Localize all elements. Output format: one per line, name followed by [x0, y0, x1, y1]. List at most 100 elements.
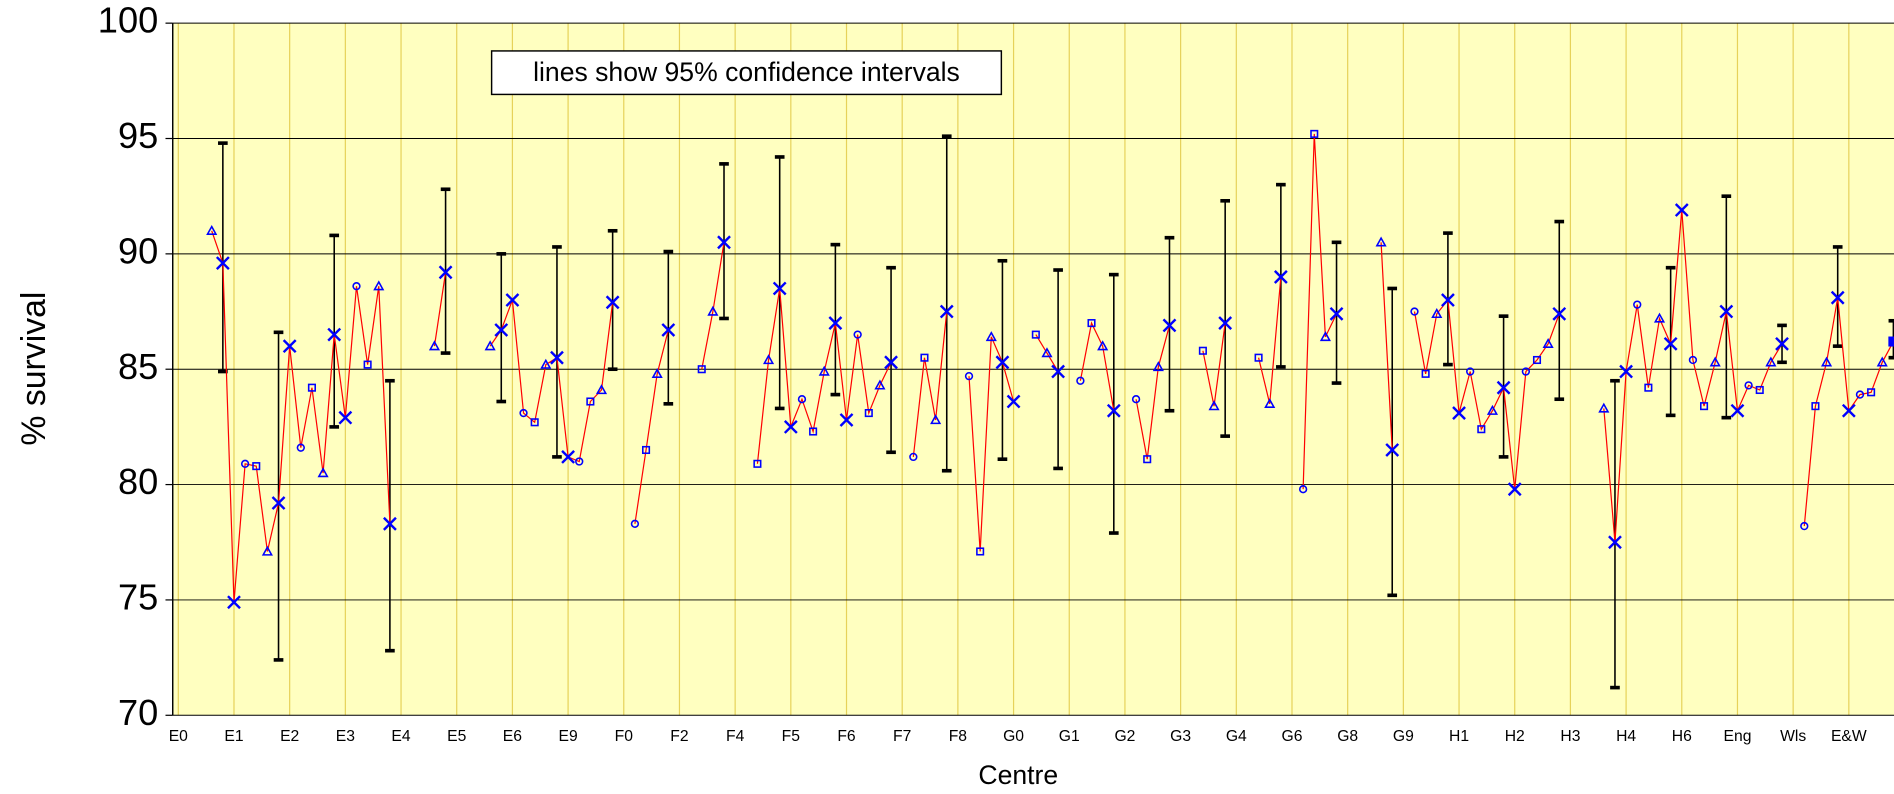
- y-tick-label: 100: [98, 0, 158, 41]
- x-tick-label: E5: [447, 728, 466, 745]
- x-tick-label: H1: [1449, 728, 1469, 745]
- x-tick-label: E0: [169, 728, 188, 745]
- marker-triangle: [1152, 361, 1164, 372]
- marker-square: [1644, 383, 1653, 392]
- marker-square: [1811, 402, 1820, 411]
- marker-square: [1532, 355, 1542, 365]
- x-tick-label: F8: [949, 728, 968, 745]
- marker-cross: [1507, 482, 1522, 497]
- marker-triangle: [595, 384, 608, 395]
- marker-circle: [240, 459, 250, 468]
- marker-cross: [1441, 293, 1455, 307]
- marker-circle: [1410, 307, 1419, 316]
- x-tick-label: Wls: [1780, 728, 1806, 745]
- marker-triangle: [317, 467, 329, 478]
- x-tick-label: E4: [391, 728, 410, 745]
- marker-cross: [772, 281, 787, 296]
- marker-cross: [1775, 336, 1789, 351]
- marker-cross: [1608, 535, 1622, 550]
- marker-square: [1310, 129, 1319, 138]
- marker-square: [976, 547, 985, 556]
- marker-cross: [338, 410, 353, 425]
- x-tick-label: F4: [726, 728, 745, 745]
- marker-triangle: [261, 545, 273, 556]
- x-tick-label: G0: [1003, 728, 1024, 745]
- marker-triangle: [651, 367, 663, 378]
- marker-cross: [383, 516, 397, 531]
- marker-triangle: [1765, 356, 1777, 367]
- marker-cross: [939, 304, 954, 319]
- annotation-box: [490, 50, 1003, 96]
- marker-triangle: [707, 305, 719, 316]
- marker-square: [642, 445, 651, 455]
- marker-square: [252, 462, 261, 471]
- marker-cross: [561, 449, 575, 464]
- marker-circle: [909, 452, 918, 462]
- marker-cross: [828, 316, 843, 330]
- marker-square: [363, 360, 372, 369]
- marker-circle: [1633, 300, 1642, 309]
- marker-triangle: [1431, 308, 1443, 319]
- marker-triangle: [540, 358, 552, 369]
- marker-triangle: [484, 340, 496, 351]
- marker-filled-square: [1888, 336, 1894, 347]
- marker-triangle: [874, 379, 886, 390]
- marker-square: [530, 418, 539, 427]
- y-tick-label: 70: [118, 692, 158, 733]
- marker-triangle: [1821, 356, 1833, 367]
- x-axis-title: Centre: [978, 760, 1058, 790]
- x-tick-label: E3: [336, 728, 355, 745]
- marker-triangle: [1709, 356, 1721, 367]
- marker-cross: [1830, 290, 1845, 305]
- annotation: lines show 95% confidence intervals: [533, 57, 960, 87]
- marker-square: [586, 397, 595, 406]
- marker-cross: [1719, 304, 1734, 319]
- marker-square: [809, 427, 818, 436]
- marker-cross: [1106, 403, 1121, 418]
- y-tick-label: 95: [118, 115, 158, 156]
- marker-cross: [717, 235, 731, 250]
- x-tick-label: E6: [503, 728, 522, 745]
- marker-cross: [783, 420, 798, 434]
- marker-cross: [839, 413, 854, 427]
- y-tick-label: 80: [118, 461, 158, 502]
- marker-square: [1031, 330, 1040, 339]
- marker-cross: [1051, 364, 1066, 379]
- marker-cross: [661, 323, 676, 337]
- x-tick-label: F7: [893, 728, 911, 745]
- marker-cross: [550, 350, 564, 365]
- x-tick-label: G8: [1337, 728, 1358, 745]
- marker-cross: [1663, 336, 1678, 351]
- marker-cross: [227, 595, 241, 610]
- marker-square: [1421, 369, 1430, 378]
- marker-triangle: [373, 280, 385, 291]
- marker-cross: [1273, 270, 1288, 284]
- marker-circle: [1131, 395, 1141, 404]
- marker-cross: [438, 265, 453, 280]
- marker-triangle: [1264, 397, 1276, 408]
- marker-circle: [1744, 381, 1753, 390]
- marker-square: [1755, 385, 1764, 395]
- marker-cross: [271, 496, 286, 510]
- x-tick-label: G6: [1282, 728, 1303, 745]
- marker-triangle: [1319, 331, 1331, 342]
- marker-triangle: [428, 340, 441, 351]
- marker-cross: [494, 323, 509, 337]
- x-tick-label: F0: [615, 728, 634, 745]
- marker-circle: [1298, 485, 1308, 494]
- marker-circle: [1688, 355, 1698, 365]
- x-tick-label: E2: [280, 728, 299, 745]
- marker-circle: [352, 281, 361, 291]
- marker-triangle: [985, 331, 997, 342]
- x-tick-label: H6: [1672, 728, 1692, 745]
- y-tick-label: 75: [118, 577, 158, 618]
- marker-circle: [1076, 376, 1085, 385]
- series-line: [211, 133, 1894, 603]
- y-axis-title: % survival: [15, 292, 53, 446]
- marker-triangle: [1208, 400, 1220, 411]
- marker-square: [1700, 402, 1709, 411]
- marker-circle: [853, 330, 862, 339]
- marker-circle: [1521, 367, 1531, 376]
- marker-cross: [215, 256, 230, 270]
- x-tick-label: E9: [558, 728, 577, 745]
